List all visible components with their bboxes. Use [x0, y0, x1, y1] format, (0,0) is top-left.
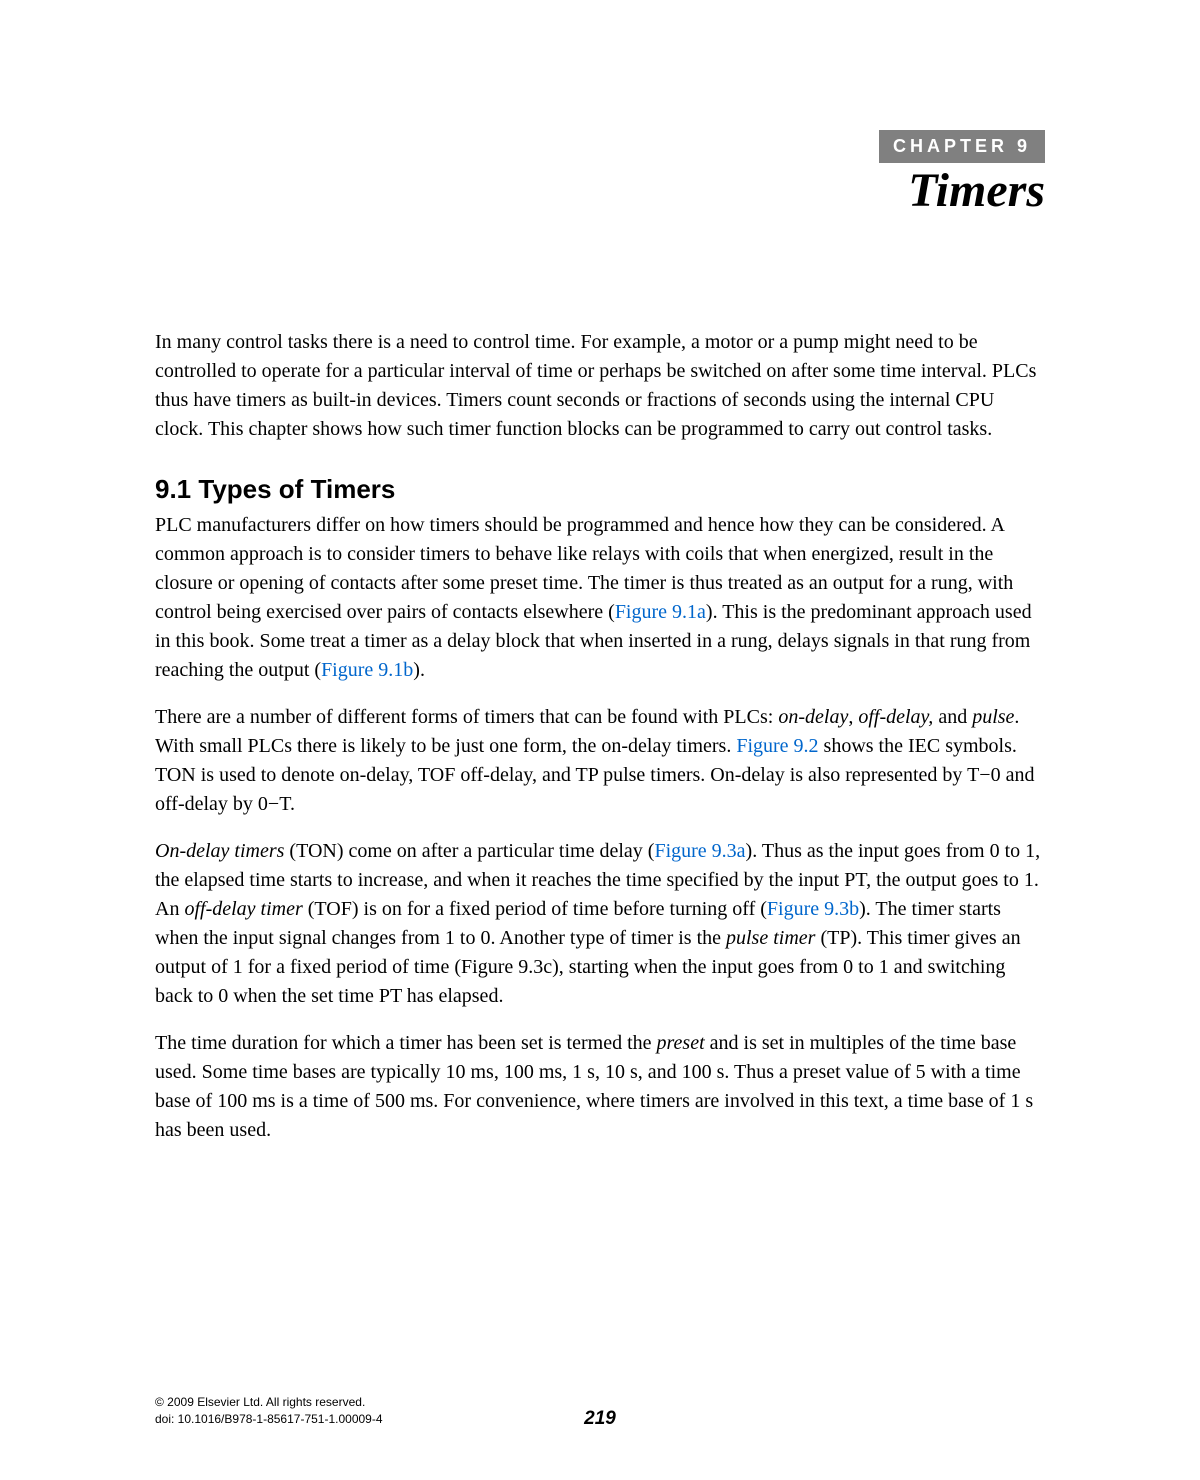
figure-link-9-2[interactable]: Figure 9.2 — [736, 735, 818, 757]
section-heading-9-1: 9.1 Types of Timers — [155, 474, 1045, 505]
figure-link-9-1b[interactable]: Figure 9.1b — [321, 659, 413, 681]
section-9-1-para-2: There are a number of different forms of… — [155, 703, 1045, 819]
intro-paragraph: In many control tasks there is a need to… — [155, 328, 1045, 444]
text-run: There are a number of different forms of… — [155, 706, 778, 728]
chapter-title: Timers — [155, 163, 1045, 218]
section-9-1-para-4: The time duration for which a timer has … — [155, 1029, 1045, 1145]
term-pulse: pulse — [972, 706, 1014, 728]
term-pulse-timer: pulse timer — [726, 927, 815, 949]
section-9-1-para-1: PLC manufacturers differ on how timers s… — [155, 511, 1045, 685]
term-on-delay: on-delay — [778, 706, 848, 728]
chapter-badge: CHAPTER 9 — [879, 130, 1045, 163]
term-off-delay-timer: off-delay timer — [184, 898, 302, 920]
text-run: The time duration for which a timer has … — [155, 1032, 657, 1054]
page-footer: © 2009 Elsevier Ltd. All rights reserved… — [155, 1394, 1045, 1428]
figure-link-9-3b[interactable]: Figure 9.3b — [767, 898, 859, 920]
figure-link-9-1a[interactable]: Figure 9.1a — [615, 601, 706, 623]
text-run: ). — [413, 659, 425, 681]
term-preset: preset — [657, 1032, 705, 1054]
page-number: 219 — [155, 1408, 1045, 1430]
term-off-delay: off-delay, — [858, 706, 933, 728]
term-on-delay-timers: On-delay timers — [155, 840, 284, 862]
text-run: (TON) come on after a particular time de… — [284, 840, 654, 862]
figure-link-9-3a[interactable]: Figure 9.3a — [654, 840, 745, 862]
text-run: and — [933, 706, 972, 728]
chapter-header: CHAPTER 9 Timers — [155, 130, 1045, 328]
text-run: , — [848, 706, 858, 728]
section-9-1-para-3: On-delay timers (TON) come on after a pa… — [155, 837, 1045, 1011]
text-run: (TOF) is on for a fixed period of time b… — [303, 898, 767, 920]
